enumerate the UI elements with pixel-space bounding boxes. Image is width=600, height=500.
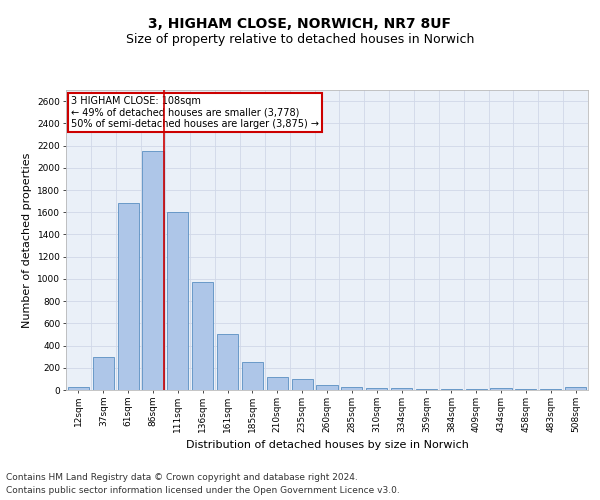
Bar — [267, 376, 288, 390]
Bar — [416, 389, 437, 390]
Bar — [565, 387, 586, 390]
Text: 3 HIGHAM CLOSE: 108sqm
← 49% of detached houses are smaller (3,778)
50% of semi-: 3 HIGHAM CLOSE: 108sqm ← 49% of detached… — [71, 96, 319, 129]
Bar — [366, 388, 387, 390]
Bar — [93, 356, 114, 390]
Bar — [167, 212, 188, 390]
Bar — [292, 379, 313, 390]
Bar — [142, 151, 164, 390]
Text: Contains HM Land Registry data © Crown copyright and database right 2024.: Contains HM Land Registry data © Crown c… — [6, 472, 358, 482]
Bar — [217, 334, 238, 390]
X-axis label: Distribution of detached houses by size in Norwich: Distribution of detached houses by size … — [185, 440, 469, 450]
Bar — [490, 388, 512, 390]
Bar — [441, 389, 462, 390]
Bar — [391, 388, 412, 390]
Text: Size of property relative to detached houses in Norwich: Size of property relative to detached ho… — [126, 32, 474, 46]
Bar — [242, 362, 263, 390]
Bar — [68, 387, 89, 390]
Y-axis label: Number of detached properties: Number of detached properties — [22, 152, 32, 328]
Bar — [316, 385, 338, 390]
Bar — [118, 204, 139, 390]
Text: 3, HIGHAM CLOSE, NORWICH, NR7 8UF: 3, HIGHAM CLOSE, NORWICH, NR7 8UF — [149, 18, 452, 32]
Text: Contains public sector information licensed under the Open Government Licence v3: Contains public sector information licen… — [6, 486, 400, 495]
Bar — [192, 282, 213, 390]
Bar — [341, 386, 362, 390]
